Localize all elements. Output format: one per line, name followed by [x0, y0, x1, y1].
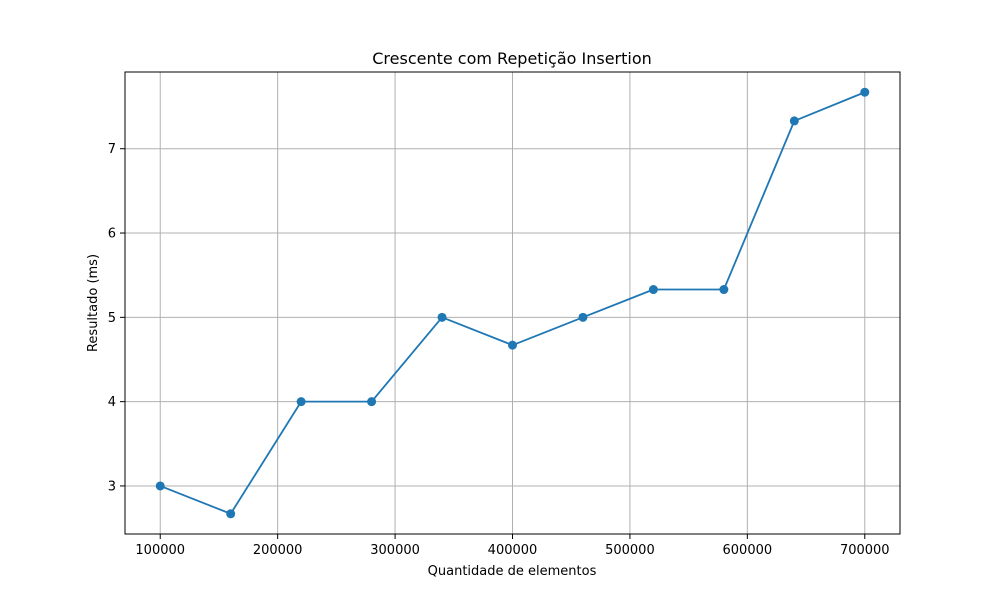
grid [125, 72, 900, 534]
x-tick-label: 300000 [370, 543, 420, 558]
data-point [508, 340, 517, 350]
data-point [860, 87, 870, 97]
y-tick-label: 5 [108, 311, 116, 326]
y-axis-label: Resultado (ms) [86, 254, 101, 352]
y-tick-label: 4 [108, 395, 116, 410]
y-tick-label: 6 [108, 227, 116, 242]
y-tick-label: 7 [108, 142, 116, 157]
x-tick-label: 500000 [605, 543, 655, 558]
data-point [155, 481, 165, 491]
y-tick-label: 3 [108, 479, 116, 494]
x-axis: 100000 200000 300000 400000 500000 600000 7000… [135, 534, 890, 558]
data-point [648, 285, 658, 295]
data-point [367, 397, 377, 407]
chart-title: Crescente com Repetição Insertion [372, 49, 652, 68]
data-point [578, 312, 588, 322]
data-point [226, 509, 236, 519]
data-point [296, 397, 306, 407]
data-point [437, 312, 447, 322]
data-point [789, 116, 799, 126]
y-axis: 3 4 5 6 7 [108, 142, 125, 494]
series-layer [155, 87, 870, 519]
x-axis-label: Quantidade de elementos [428, 564, 597, 579]
data-point [719, 285, 729, 295]
x-tick-label: 100000 [135, 543, 185, 558]
x-tick-label: 600000 [723, 543, 773, 558]
x-tick-label: 400000 [488, 543, 538, 558]
x-tick-label: 700000 [840, 543, 890, 558]
x-tick-label: 200000 [253, 543, 303, 558]
